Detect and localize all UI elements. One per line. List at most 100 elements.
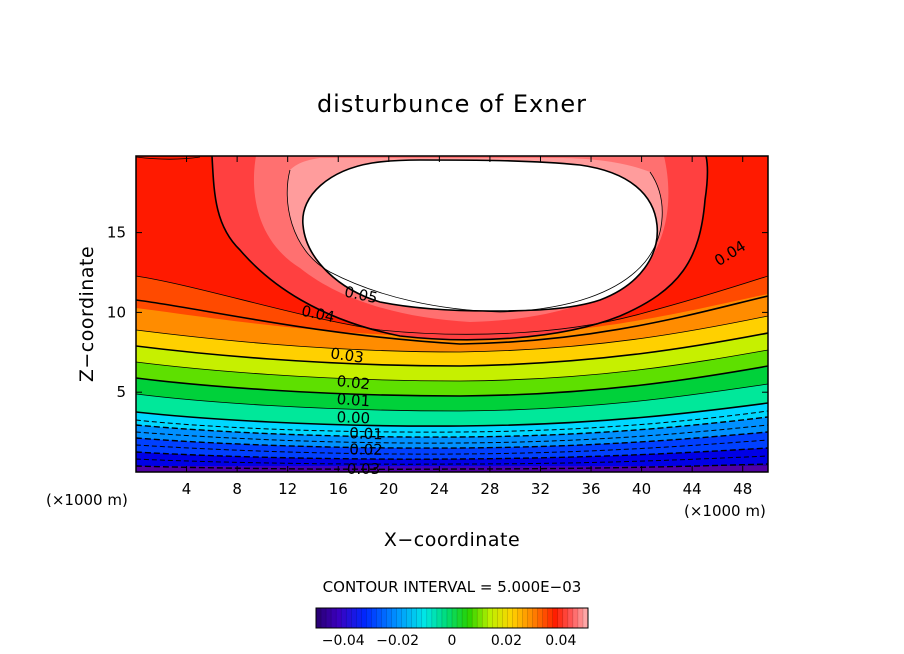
x-tick-label: 4: [182, 480, 192, 498]
colorbar-cell: [351, 608, 357, 628]
x-axis-label: X−coordinate: [384, 529, 520, 551]
colorbar-cell: [391, 608, 398, 628]
contour-label-text: 0.01: [349, 424, 383, 443]
colorbar-cell: [552, 608, 559, 628]
colorbar-cell: [371, 608, 377, 628]
colorbar-cell: [527, 608, 534, 628]
x-tick-label: 36: [581, 480, 600, 498]
colorbar-cell: [356, 608, 362, 628]
contour-line-0-04: [211, 156, 709, 341]
contour-line-neg-0-005: [136, 410, 768, 433]
colorbar-cell: [522, 608, 529, 628]
colorbar-tick-label: 0.02: [491, 633, 522, 649]
colorbar-cell: [562, 608, 569, 628]
contour-label-text: 0.00: [336, 408, 370, 427]
y-axis-label: Z−coordinate: [76, 246, 98, 382]
contour-line-0-035: [136, 275, 768, 335]
colorbar-cell: [467, 608, 473, 628]
fill-max-region: [302, 160, 658, 311]
contour-label: 0.03: [329, 344, 365, 366]
colorbar-cell: [396, 608, 403, 628]
colorbar-cell: [341, 608, 347, 628]
colorbar-cell: [386, 608, 393, 628]
colorbar-cell: [537, 608, 544, 628]
x-axis-ticks: 4 8 12 16 20 24 28 32 36 40 44 48: [182, 156, 752, 498]
colorbar-tick-label: 0: [448, 633, 457, 649]
colorbar-cell: [492, 608, 498, 628]
y-tick-label: 5: [116, 383, 126, 401]
x-unit-label-left: (×1000 m): [46, 491, 128, 509]
contour-label: 0.01: [336, 390, 371, 410]
contour-field: [136, 156, 768, 472]
colorbar-cell: [331, 608, 337, 628]
colorbar-tick-label: 0.04: [545, 633, 576, 649]
contour-label-text: 0.01: [336, 390, 371, 410]
colorbar-cell: [567, 608, 574, 628]
contour-label: 0.02: [349, 440, 383, 459]
colorbar-cell: [477, 608, 483, 628]
contour-label-text: 0.03: [329, 344, 365, 366]
contour-line-neg-0-035: [136, 455, 768, 465]
colorbar-cell: [557, 608, 564, 628]
contour-label: 0.03: [347, 460, 380, 478]
colorbar-cell: [346, 608, 352, 628]
contour-interval-text: CONTOUR INTERVAL = 5.000E−03: [323, 578, 582, 596]
x-tick-label: 48: [733, 480, 752, 498]
colorbar-cell: [462, 608, 468, 628]
colorbar-cell: [366, 608, 372, 628]
colorbar-cell: [452, 608, 458, 628]
contour-line-neg-0-03: [136, 447, 768, 460]
contour-labels: 0.050.040.040.030.020.010.000.010.020.03: [300, 237, 749, 478]
colorbar-cell: [446, 608, 453, 628]
contour-label-text: 0.03: [347, 460, 380, 478]
colorbar-cell: [326, 608, 332, 628]
contour-line-neg-0-04: [136, 463, 768, 470]
y-axis-ticks: 5 10 15: [107, 224, 768, 401]
contour-label-text: 0.02: [336, 372, 371, 393]
chart-title: disturbunce of Exner: [317, 90, 587, 118]
contour-line-0-00: [136, 402, 768, 427]
contour-line-0-045: [286, 169, 663, 313]
colorbar-cell: [582, 608, 589, 628]
contour-line-0-02: [136, 332, 768, 367]
contour-line-0-03: [136, 295, 768, 345]
contour-line-0-025: [136, 315, 768, 353]
colorbar-cell: [421, 608, 428, 628]
colorbar-cell: [441, 608, 448, 628]
x-tick-label: 28: [480, 480, 499, 498]
colorbar-cell: [472, 608, 478, 628]
contour-label: 0.00: [336, 408, 370, 427]
colorbar-cell: [457, 608, 463, 628]
y-tick-label: 15: [107, 224, 126, 242]
x-tick-label: 20: [379, 480, 398, 498]
colorbar-cell: [376, 608, 382, 628]
colorbar-cell: [547, 608, 554, 628]
colorbar-cell: [532, 608, 539, 628]
colorbar-cell: [436, 608, 443, 628]
contour-line-0-04-upper-left: [136, 156, 201, 160]
colorbar-cell: [401, 608, 408, 628]
colorbar: [315, 607, 589, 629]
x-tick-label: 44: [683, 480, 702, 498]
y-tick-label: 10: [107, 303, 126, 321]
x-tick-label: 12: [278, 480, 297, 498]
x-unit-label-right: (×1000 m): [684, 502, 766, 520]
colorbar-cell: [321, 608, 327, 628]
colorbar-cell: [316, 608, 322, 628]
contour-line-0-01: [136, 365, 768, 397]
colorbar-cell: [416, 608, 423, 628]
colorbar-frame: [315, 607, 589, 629]
contour-line-neg-0-025: [136, 439, 768, 455]
contour-lines: [136, 156, 768, 470]
contour-label: 0.02: [336, 372, 371, 393]
x-tick-label: 40: [632, 480, 651, 498]
contour-line-neg-0-01: [136, 416, 768, 438]
colorbar-tick-label: −0.04: [322, 633, 365, 649]
colorbar-cell: [411, 608, 418, 628]
contour-line-0-005: [136, 383, 768, 412]
colorbar-cell: [517, 608, 524, 628]
colorbar-cell: [426, 608, 433, 628]
colorbar-ticks: −0.04 −0.02 0 0.02 0.04: [322, 633, 577, 649]
x-tick-label: 24: [430, 480, 449, 498]
